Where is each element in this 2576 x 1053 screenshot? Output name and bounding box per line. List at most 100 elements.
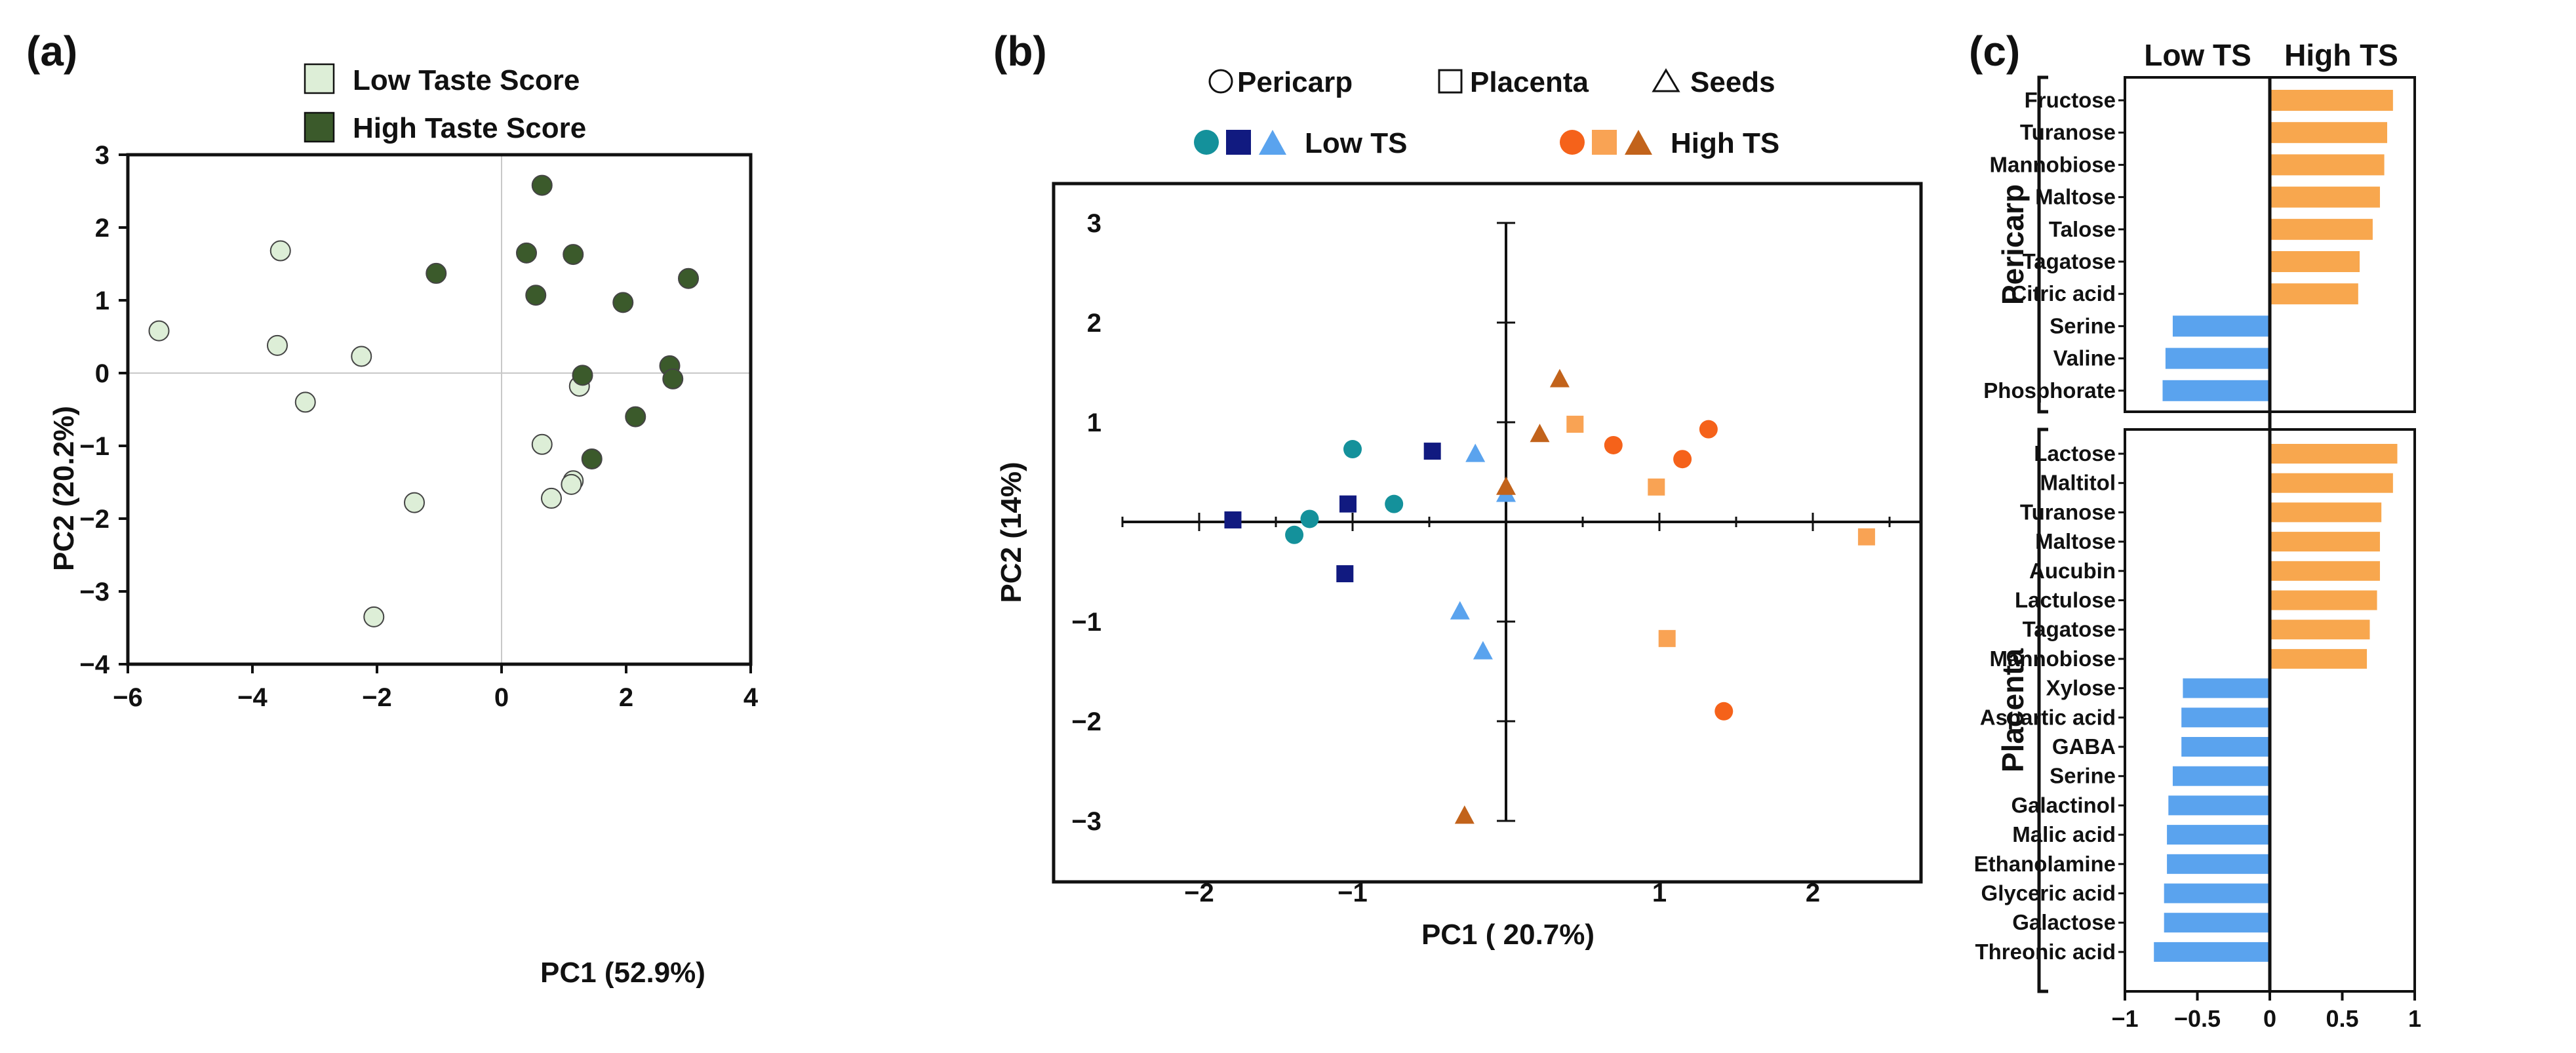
x-tick-label: −4	[237, 683, 268, 712]
bar-label: Threonic acid	[1975, 940, 2116, 964]
point-low-pericarp	[1300, 509, 1319, 528]
bar-label: Glyceric acid	[1981, 881, 2116, 905]
point-high-placenta	[1648, 478, 1665, 496]
point-low-seeds	[1450, 601, 1470, 620]
point-high-taste	[563, 244, 584, 266]
legend-high-taste-swatch	[304, 111, 335, 143]
bar	[2270, 620, 2370, 640]
group-bracket	[2037, 75, 2048, 414]
bar	[2270, 473, 2393, 493]
bar-label: Serine	[2050, 764, 2116, 788]
x-tick-label: 4	[743, 683, 759, 712]
point-high-taste	[612, 292, 634, 313]
bar	[2270, 218, 2373, 240]
y-tick-label: 1	[95, 287, 109, 315]
bar-label: Xylose	[2046, 676, 2116, 700]
y-tick-label: −1	[1071, 608, 1101, 637]
point-low-taste	[267, 334, 288, 356]
bar-label: Lactose	[2034, 441, 2116, 466]
legend-low-taste-swatch	[304, 63, 335, 94]
point-low-placenta	[1336, 565, 1354, 583]
bar-label: Tagatose	[2023, 617, 2116, 641]
point-high-seeds	[1454, 805, 1475, 824]
bar-label: Phosphorate	[1983, 378, 2116, 403]
x-tick-label: −1	[2111, 1005, 2138, 1032]
plot-frame	[1052, 182, 1923, 884]
bar	[2270, 251, 2360, 272]
panel-c-header-high: High TS	[2284, 38, 2398, 72]
bar-label: Galactose	[2012, 910, 2116, 934]
point-high-placenta	[1566, 416, 1584, 433]
bar-label: Serine	[2050, 313, 2116, 338]
bar-label: Lactulose	[2015, 588, 2116, 612]
legend-pericarp-shape	[1208, 69, 1233, 94]
point-low-taste	[531, 433, 553, 455]
bar	[2270, 561, 2380, 581]
point-high-taste	[572, 365, 593, 386]
bar-label: Maltitol	[2040, 471, 2116, 495]
point-high-seeds	[1549, 368, 1570, 387]
legend-placenta-label: Placenta	[1470, 66, 1589, 98]
bar-label: Malic acid	[2012, 822, 2116, 846]
bar	[2270, 648, 2368, 669]
y-tick-label: −4	[79, 650, 109, 679]
point-low-placenta	[1423, 443, 1441, 460]
bar	[2162, 380, 2270, 401]
point-high-pericarp	[1699, 420, 1718, 439]
bar-label: Turanose	[2020, 120, 2116, 144]
bar	[2172, 315, 2270, 337]
y-tick-label: −3	[1071, 807, 1101, 836]
y-tick-label: 3	[1087, 209, 1101, 238]
y-tick-label: −2	[1071, 707, 1101, 736]
legend-low-seeds-marker	[1259, 130, 1286, 155]
point-low-placenta	[1224, 511, 1242, 528]
bar	[2165, 348, 2270, 369]
bar-label: Mannobiose	[1989, 646, 2116, 671]
bar-label: Turanose	[2020, 500, 2116, 524]
legend-low-ts-label: Low TS	[1305, 127, 1407, 159]
x-tick-label: 2	[1806, 879, 1820, 907]
x-tick-label: −1	[1338, 879, 1368, 907]
bar	[2168, 795, 2270, 816]
point-low-seeds	[1465, 443, 1486, 462]
panel-b: (b) Pericarp Placenta Seeds Low TS High …	[993, 28, 1923, 951]
point-high-placenta	[1658, 629, 1676, 647]
point-high-seeds	[1496, 476, 1516, 495]
panel-b-label: (b)	[993, 28, 1047, 75]
bar-label: Maltose	[2035, 529, 2116, 553]
legend-high-placenta-marker	[1592, 130, 1617, 155]
point-high-pericarp	[1714, 702, 1734, 721]
point-low-taste	[269, 240, 291, 262]
x-tick-label: 0.5	[2326, 1005, 2358, 1032]
point-low-taste	[404, 492, 425, 513]
y-tick-label: 3	[95, 141, 109, 170]
bar	[2164, 883, 2270, 904]
group-label-pericarp: Pericarp	[1996, 184, 2030, 305]
legend-high-ts-label: High TS	[1671, 127, 1779, 159]
bar	[2270, 186, 2380, 208]
point-high-taste	[531, 174, 553, 196]
bar	[2181, 707, 2270, 728]
bar-label: Aspartic acid	[1980, 705, 2116, 729]
y-tick-label: −3	[79, 578, 109, 606]
bar	[2167, 825, 2270, 845]
point-low-pericarp	[1285, 525, 1304, 544]
panel-b-axes: −2 −1 1 2 −3 −2 −1 1 2 3	[1052, 182, 1923, 907]
legend-seeds-label: Seeds	[1690, 66, 1775, 98]
x-tick-label: 0	[494, 683, 509, 712]
point-high-taste	[678, 268, 699, 289]
bar-label: Galactinol	[2011, 793, 2116, 817]
bar	[2154, 942, 2270, 962]
point-high-placenta	[1857, 528, 1875, 546]
point-high-taste	[581, 448, 603, 469]
point-low-taste	[541, 487, 562, 509]
bar-label: Aucubin	[2029, 559, 2116, 583]
y-tick-label: 1	[1087, 408, 1101, 437]
bar-label: Citric acid	[2011, 281, 2116, 306]
panel-c-label: (c)	[1969, 28, 2020, 75]
x-tick-label: −2	[362, 683, 392, 712]
x-tick-label: −2	[1184, 879, 1214, 907]
legend-pericarp-label: Pericarp	[1237, 66, 1353, 98]
panel-b-points	[1224, 368, 1875, 824]
